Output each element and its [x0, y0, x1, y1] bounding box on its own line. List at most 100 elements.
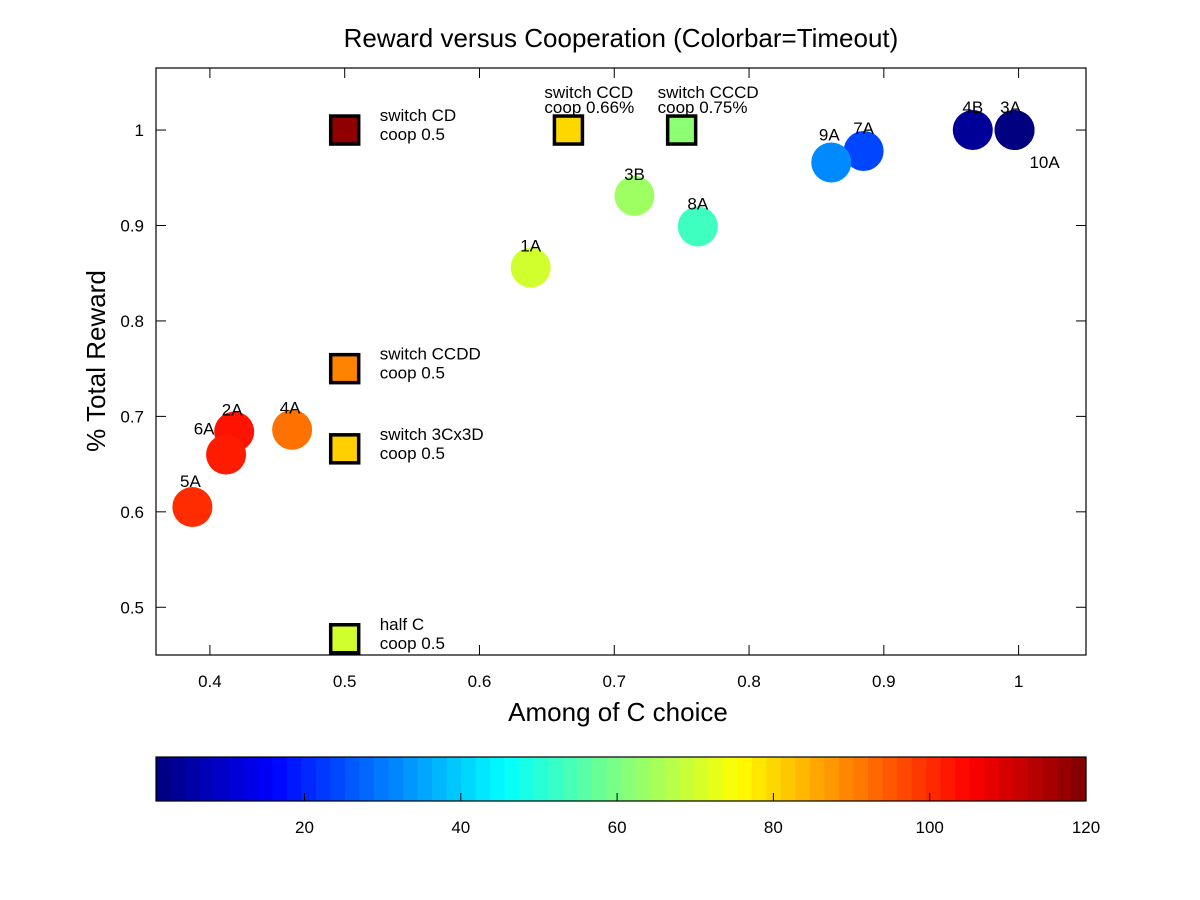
- colorbar-segment: [664, 757, 680, 801]
- colorbar-tick-label: 20: [295, 818, 314, 837]
- x-tick-label: 0.8: [737, 672, 761, 691]
- square-label-coop: coop 0.75%: [658, 98, 748, 117]
- colorbar-segment: [156, 757, 172, 801]
- colorbar-segment: [185, 757, 201, 801]
- colorbar-tick-label: 40: [451, 818, 470, 837]
- square-label-coop: coop 0.5: [380, 444, 445, 463]
- colorbar-segment: [548, 757, 564, 801]
- square-switch-cccd: [665, 114, 698, 146]
- colorbar-segment: [257, 757, 273, 801]
- colorbar-segment: [650, 757, 666, 801]
- data-label-3b: 3B: [624, 165, 645, 184]
- square-switch-cd: [328, 114, 361, 146]
- colorbar-segment: [911, 757, 927, 801]
- colorbar-segment: [606, 757, 622, 801]
- square-label-coop: coop 0.5: [380, 634, 445, 653]
- colorbar-segment: [1071, 757, 1087, 801]
- colorbar: [155, 756, 1087, 802]
- x-tick-label: 0.7: [602, 672, 626, 691]
- x-tick-label: 1: [1014, 672, 1023, 691]
- data-label-10a: 10A: [1029, 153, 1060, 172]
- colorbar-segment: [1013, 757, 1029, 801]
- data-label-3a: 3A: [1000, 98, 1021, 117]
- data-label-5a: 5A: [180, 472, 201, 491]
- colorbar-segment: [504, 757, 520, 801]
- square-half-c: [328, 623, 361, 655]
- y-tick-label: 0.5: [120, 598, 144, 617]
- y-tick-label: 0.6: [120, 503, 144, 522]
- colorbar-tick-label: 80: [764, 818, 783, 837]
- colorbar-segment: [533, 757, 549, 801]
- y-tick-label: 0.7: [120, 407, 144, 426]
- square-label-coop: coop 0.5: [380, 364, 445, 383]
- data-point-7a: [843, 131, 884, 172]
- colorbar-segment: [766, 757, 782, 801]
- colorbar-segment: [780, 757, 796, 801]
- colorbar-segment: [722, 757, 738, 801]
- colorbar-segment: [388, 757, 404, 801]
- data-label-1a: 1A: [520, 236, 541, 255]
- data-point-6a: [206, 434, 247, 475]
- x-tick-label: 0.4: [198, 672, 222, 691]
- colorbar-tick-label: 60: [608, 818, 627, 837]
- chart-title: Reward versus Cooperation (Colorbar=Time…: [344, 23, 899, 53]
- x-tick-label: 0.6: [468, 672, 492, 691]
- square-label-coop: coop 0.5: [380, 125, 445, 144]
- data-point-8a: [677, 206, 718, 247]
- colorbar-segment: [330, 757, 346, 801]
- colorbar-segment: [969, 757, 985, 801]
- colorbar-segment: [984, 757, 1000, 801]
- colorbar-axis: 20 40 60 80 100 120: [295, 793, 1100, 837]
- colorbar-segment: [679, 757, 695, 801]
- data-point-10a: [994, 110, 1035, 151]
- colorbar-segment: [417, 757, 433, 801]
- y-tick-label: 0.9: [120, 216, 144, 235]
- colorbar-segment: [882, 757, 898, 801]
- data-label-6a: 6A: [194, 420, 215, 439]
- colorbar-segment: [737, 757, 753, 801]
- y-tick-label: 1: [135, 121, 144, 140]
- square-label-name: half C: [380, 615, 424, 634]
- colorbar-segment: [809, 757, 826, 801]
- colorbar-segment: [751, 757, 767, 801]
- square-switch-ccdd: [328, 352, 361, 385]
- data-label-8a: 8A: [687, 194, 708, 213]
- square-label-name: switch CD: [380, 106, 457, 125]
- colorbar-segment: [403, 757, 419, 801]
- colorbar-segment: [461, 757, 477, 801]
- y-axis: 0.5 0.6 0.7 0.8 0.9 1: [120, 121, 1086, 617]
- data-point-1a: [510, 247, 551, 288]
- plot-area: [156, 68, 1086, 655]
- colorbar-segment: [475, 757, 491, 801]
- colorbar-segment: [373, 757, 390, 801]
- colorbar-segment: [693, 757, 709, 801]
- colorbar-segment: [432, 757, 448, 801]
- data-point-3b: [614, 175, 655, 216]
- colorbar-segment: [577, 757, 593, 801]
- colorbar-segment: [955, 757, 971, 801]
- colorbar-segment: [824, 757, 840, 801]
- colorbar-tick-label: 100: [916, 818, 944, 837]
- square-label-name: switch 3Cx3D: [380, 425, 484, 444]
- square-label-coop: coop 0.66%: [544, 98, 634, 117]
- colorbar-segment: [708, 757, 724, 801]
- colorbar-tick-label: 120: [1072, 818, 1100, 837]
- x-tick-label: 0.9: [872, 672, 896, 691]
- data-label-4a: 4A: [280, 399, 301, 418]
- square-label-name: switch CCD: [544, 83, 633, 102]
- data-points: [172, 110, 1035, 655]
- colorbar-segment: [1042, 757, 1058, 801]
- plot-frame: [155, 67, 1087, 656]
- colorbar-segment: [272, 757, 288, 801]
- data-point-4a: [272, 409, 313, 450]
- colorbar-segment: [926, 757, 942, 801]
- colorbar-segment: [591, 757, 608, 801]
- x-axis-label: Among of C choice: [508, 697, 728, 727]
- x-axis: 0.4 0.5 0.6 0.7 0.8 0.9 1: [198, 68, 1023, 691]
- square-label-name: switch CCDD: [380, 345, 481, 364]
- data-label-7a: 7A: [853, 119, 874, 138]
- colorbar-frame: [155, 756, 1087, 802]
- colorbar-segment: [519, 757, 535, 801]
